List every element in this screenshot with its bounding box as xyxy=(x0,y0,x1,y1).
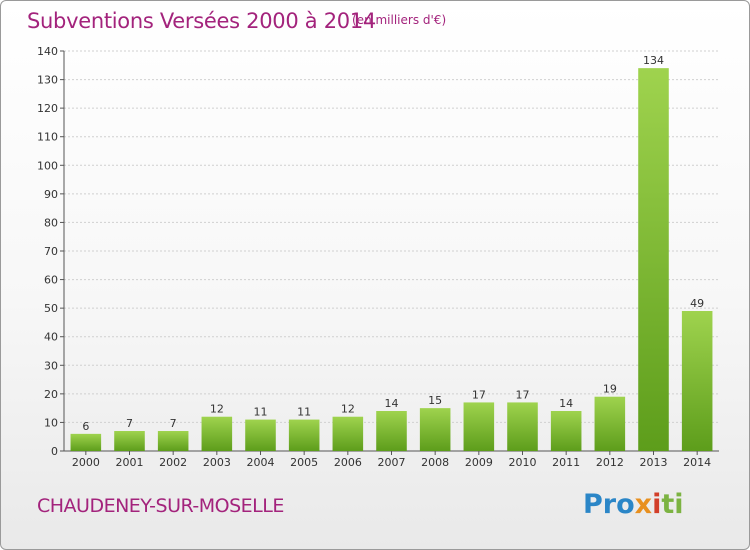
x-tick-label: 2010 xyxy=(509,456,537,469)
y-tick-label: 80 xyxy=(44,216,58,229)
x-tick-label: 2014 xyxy=(683,456,711,469)
data-label: 11 xyxy=(297,406,311,419)
logo-part-pro: Pro xyxy=(583,489,635,520)
x-tick-label: 2013 xyxy=(640,456,668,469)
logo-part-ti: ti xyxy=(661,489,684,520)
x-tick-label: 2006 xyxy=(334,456,362,469)
bar xyxy=(288,419,320,451)
data-label: 11 xyxy=(254,406,268,419)
commune-name: CHAUDENEY-SUR-MOSELLE xyxy=(37,495,284,517)
data-label: 7 xyxy=(126,417,133,430)
bar xyxy=(419,408,451,451)
data-label: 12 xyxy=(341,403,355,416)
y-tick-label: 130 xyxy=(37,74,58,87)
chart-title: Subventions Versées 2000 à 2014 xyxy=(27,9,376,33)
y-tick-label: 140 xyxy=(37,45,58,58)
bar xyxy=(594,396,626,451)
data-labels: 6 7 7 12 11 11 12 14 15 17 17 14 19 134 49 xyxy=(82,54,704,433)
bar xyxy=(507,402,538,451)
x-axis-ticks: 2000 2001 2002 2003 2004 2005 2006 2007 2008 2009… xyxy=(72,451,711,469)
y-tick-label: 60 xyxy=(44,274,58,287)
logo-part-i: i xyxy=(652,489,662,520)
data-label: 15 xyxy=(428,394,442,407)
y-tick-label: 20 xyxy=(44,388,58,401)
x-tick-label: 2012 xyxy=(596,456,624,469)
y-axis-ticks: 0 10 20 30 40 50 60 70 80 90 100 110 120 130 140 xyxy=(37,45,64,458)
data-label: 6 xyxy=(82,420,89,433)
x-tick-label: 2005 xyxy=(290,456,318,469)
bar xyxy=(376,411,407,451)
y-tick-label: 100 xyxy=(37,159,58,172)
x-tick-label: 2000 xyxy=(72,456,100,469)
x-tick-label: 2009 xyxy=(465,456,493,469)
data-label: 12 xyxy=(210,403,224,416)
x-tick-label: 2008 xyxy=(421,456,449,469)
bars xyxy=(70,68,713,452)
x-tick-label: 2004 xyxy=(247,456,275,469)
data-label: 17 xyxy=(516,388,530,401)
y-tick-label: 40 xyxy=(44,331,58,344)
x-tick-label: 2003 xyxy=(203,456,231,469)
y-tick-label: 110 xyxy=(37,131,58,144)
y-tick-label: 30 xyxy=(44,359,58,372)
data-label: 7 xyxy=(170,417,177,430)
x-tick-label: 2002 xyxy=(159,456,187,469)
x-tick-label: 2001 xyxy=(116,456,144,469)
y-tick-label: 10 xyxy=(44,416,58,429)
y-tick-label: 0 xyxy=(51,445,58,458)
bar xyxy=(114,431,145,451)
bar xyxy=(245,419,276,451)
data-label: 19 xyxy=(603,383,617,396)
grid-lines xyxy=(64,50,719,423)
data-label: 17 xyxy=(472,388,486,401)
logo-part-x: x xyxy=(634,489,653,520)
data-label: 14 xyxy=(559,397,573,410)
y-tick-label: 120 xyxy=(37,102,58,115)
proxiti-logo[interactable]: Proxiti xyxy=(583,489,684,520)
bar xyxy=(681,311,713,451)
bar xyxy=(201,416,233,451)
bar xyxy=(70,433,102,451)
y-tick-label: 50 xyxy=(44,302,58,315)
bar xyxy=(157,431,189,451)
y-tick-label: 70 xyxy=(44,245,58,258)
data-label: 14 xyxy=(385,397,399,410)
chart-subtitle: (en milliers d'€) xyxy=(352,13,447,27)
x-tick-label: 2007 xyxy=(378,456,406,469)
bar xyxy=(638,68,669,452)
bar xyxy=(463,402,495,451)
data-label: 49 xyxy=(690,297,704,310)
y-tick-label: 90 xyxy=(44,188,58,201)
x-tick-label: 2011 xyxy=(552,456,580,469)
bar xyxy=(332,416,364,451)
bar xyxy=(550,411,582,451)
data-label: 134 xyxy=(643,54,664,67)
